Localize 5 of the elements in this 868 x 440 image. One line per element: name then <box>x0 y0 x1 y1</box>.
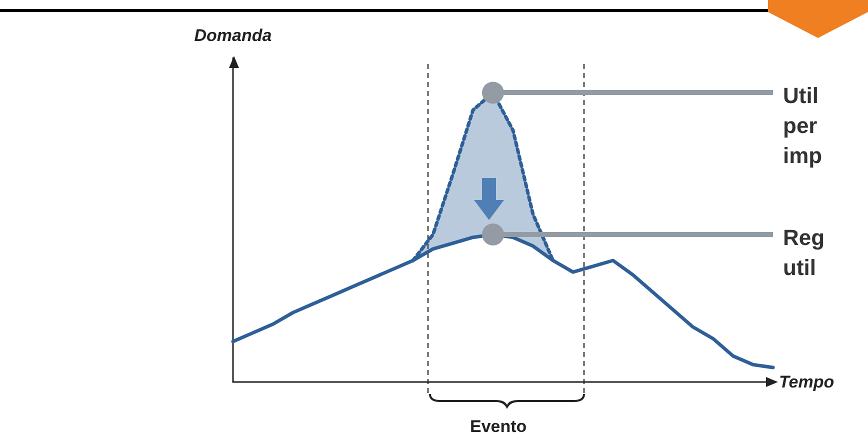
ref-line-label: Util per imp <box>783 83 822 168</box>
text: Evento <box>470 417 527 436</box>
x-axis-title: Tempo <box>779 372 834 392</box>
ref-line-label: Reg util <box>783 224 825 280</box>
y-axis-title: Domanda <box>194 26 272 45</box>
